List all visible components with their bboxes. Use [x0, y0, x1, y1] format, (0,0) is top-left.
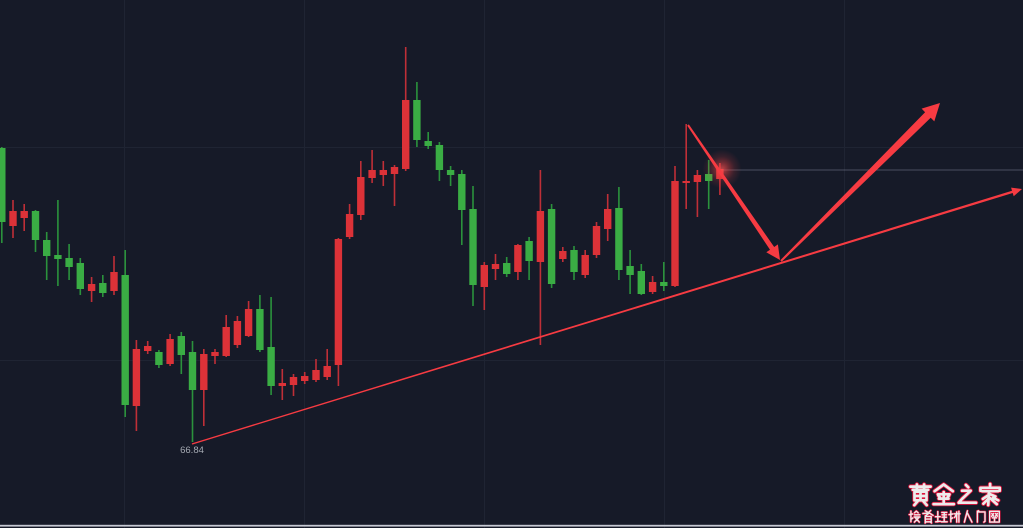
svg-text:66.84: 66.84: [180, 445, 204, 456]
